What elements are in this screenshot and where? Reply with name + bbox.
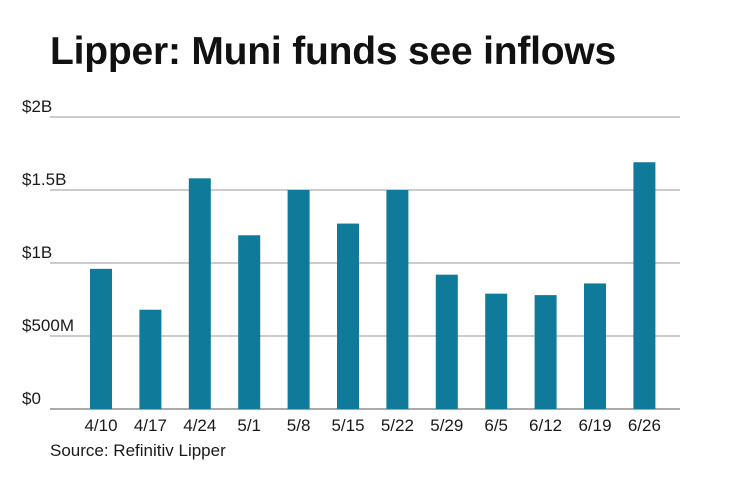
- y-tick-label: $2B: [22, 97, 52, 116]
- x-tick-label: 5/1: [237, 416, 261, 435]
- bar-5-8: [287, 190, 310, 409]
- bar-6-5: [485, 293, 508, 409]
- x-axis-tick-labels: 4/10 4/17 4/24 5/1 5/8 5/15 5/22 5/29 6/5 6/12 6/1…: [84, 416, 660, 435]
- x-tick-label: 5/29: [430, 416, 463, 435]
- bar-5-1: [238, 235, 261, 409]
- x-tick-label: 4/17: [134, 416, 167, 435]
- y-tick-label: $1B: [22, 243, 52, 262]
- x-tick-label: 5/15: [331, 416, 364, 435]
- bar-5-22: [386, 190, 409, 409]
- bar-6-12: [534, 295, 557, 409]
- bar-6-19: [584, 283, 606, 409]
- y-tick-label: $1.5B: [22, 170, 66, 189]
- x-tick-label: 6/5: [484, 416, 508, 435]
- x-tick-label: 6/19: [578, 416, 611, 435]
- x-tick-label: 6/26: [628, 416, 661, 435]
- x-tick-label: 5/8: [287, 416, 311, 435]
- bar-6-26: [633, 162, 656, 409]
- y-tick-label: $500M: [22, 316, 74, 335]
- y-axis-tick-labels: $0 $500M $1B $1.5B $2B: [22, 97, 74, 408]
- source-note: Source: Refinitiv Lipper: [50, 441, 226, 460]
- y-tick-label: $0: [22, 389, 41, 408]
- bars: [90, 162, 656, 409]
- x-tick-label: 6/12: [529, 416, 562, 435]
- x-tick-label: 4/10: [84, 416, 117, 435]
- bar-4-24: [188, 178, 211, 409]
- bar-4-10: [90, 268, 112, 409]
- bar-5-29: [435, 274, 458, 409]
- x-tick-label: 4/24: [183, 416, 216, 435]
- bar-5-15: [337, 223, 359, 409]
- chart-title: Lipper: Muni funds see inflows: [50, 30, 617, 73]
- bar-4-17: [139, 309, 162, 409]
- x-tick-label: 5/22: [381, 416, 414, 435]
